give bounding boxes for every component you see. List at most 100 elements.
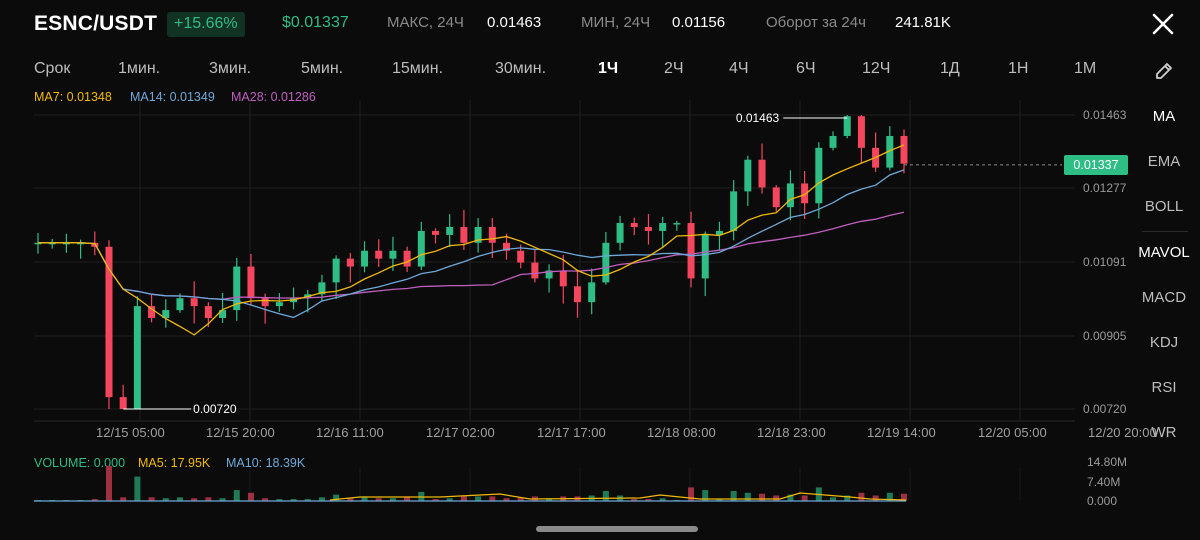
volume-bar xyxy=(901,493,907,501)
home-indicator[interactable] xyxy=(536,526,698,532)
volume-bar xyxy=(801,495,808,501)
pencil-icon[interactable] xyxy=(1153,60,1175,82)
volume-bar xyxy=(645,499,652,501)
candle-body xyxy=(403,250,411,267)
trading-pair[interactable]: ESNC/USDT xyxy=(34,12,158,35)
indicator-ema[interactable]: EMA xyxy=(1147,153,1181,170)
time-tick-label: 12/17 17:00 xyxy=(537,425,606,440)
volume-bar xyxy=(517,497,524,501)
candle-body xyxy=(673,223,681,225)
tab-1min[interactable]: 1мин. xyxy=(118,60,161,77)
candle-body xyxy=(588,282,596,303)
candle-body xyxy=(375,250,383,259)
indicator-kdj[interactable]: KDJ xyxy=(1149,334,1179,351)
volume-bar xyxy=(247,492,254,501)
indicator-wr[interactable]: WR xyxy=(1151,424,1177,441)
price-annotations: 0.01463 0.00720 xyxy=(123,111,848,416)
volume-bar xyxy=(176,497,183,501)
tab-5min[interactable]: 5мин. xyxy=(301,60,344,77)
volume-bars xyxy=(35,465,907,501)
volume-bar xyxy=(333,494,340,501)
time-tick-label: 12/19 14:00 xyxy=(867,425,936,440)
indicator-macd[interactable]: MACD xyxy=(1141,289,1187,306)
candle-body xyxy=(417,230,425,267)
candle-body xyxy=(346,258,354,267)
tab-2h[interactable]: 2Ч xyxy=(664,60,684,77)
candle-body xyxy=(815,147,823,204)
price-tick-label: 0.01091 xyxy=(1083,255,1127,269)
candle-body xyxy=(630,223,638,227)
volume-bar xyxy=(759,493,766,501)
high-marker-label: 0.01463 xyxy=(736,111,780,125)
candle-body xyxy=(432,230,440,235)
ma14-legend: MA14: 0.01349 xyxy=(130,90,215,104)
timeframe-label: Срок xyxy=(34,60,71,77)
tab-6h[interactable]: 6Ч xyxy=(796,60,816,77)
close-icon[interactable] xyxy=(1150,11,1176,37)
tab-15min[interactable]: 15мин. xyxy=(392,60,444,77)
volume-ma5-legend: MA5: 17.95K xyxy=(138,456,211,470)
candle-body xyxy=(573,286,581,303)
candle-body xyxy=(502,242,510,251)
tab-1m[interactable]: 1М xyxy=(1074,60,1097,77)
volume-bar xyxy=(546,498,553,501)
time-tick-label: 12/16 11:00 xyxy=(316,425,384,440)
indicator-rsi[interactable]: RSI xyxy=(1151,379,1177,396)
tab-30min[interactable]: 30мин. xyxy=(495,60,547,77)
change-badge: +15.66% xyxy=(167,12,245,37)
tab-1w[interactable]: 1Н xyxy=(1008,60,1029,77)
ma28-legend: MA28: 0.01286 xyxy=(231,90,316,104)
volume-bar xyxy=(375,498,382,501)
volume-bar xyxy=(475,496,482,501)
indicator-divider xyxy=(1142,231,1188,232)
volume-ma10-legend: MA10: 18.39K xyxy=(226,456,306,470)
indicator-ma[interactable]: MA xyxy=(1152,108,1176,125)
volume-bar xyxy=(219,498,226,501)
tab-4h[interactable]: 4Ч xyxy=(729,60,749,77)
candle-body xyxy=(332,258,340,283)
candle-body xyxy=(133,306,141,409)
candlesticks xyxy=(34,115,908,409)
indicator-mavol[interactable]: MAVOL xyxy=(1138,244,1190,261)
tab-1h[interactable]: 1Ч xyxy=(598,60,619,77)
candle-body xyxy=(801,183,809,204)
volume-bar xyxy=(276,499,283,501)
volume-bar xyxy=(389,498,396,501)
candle-body xyxy=(886,135,894,168)
volume-bar xyxy=(91,499,98,501)
candle-body xyxy=(34,242,42,245)
tab-12h[interactable]: 12Ч xyxy=(862,60,891,77)
chart-grid xyxy=(34,100,1075,500)
volume-bar xyxy=(688,487,695,501)
candle-body xyxy=(857,116,865,148)
candle-body xyxy=(829,135,837,148)
volume-bar xyxy=(716,499,723,501)
volume-bar xyxy=(872,495,879,501)
chart-axes: 0.01463 0.01277 0.01091 0.00905 0.00720 12/15… xyxy=(96,108,1157,508)
price-tick-label: 0.00720 xyxy=(1083,402,1127,416)
candle-body xyxy=(119,397,127,409)
candle-body xyxy=(531,262,539,279)
tab-1d[interactable]: 1Д xyxy=(940,60,960,77)
candle-body xyxy=(77,242,85,245)
volume-bar xyxy=(830,497,837,501)
low-marker-label: 0.00720 xyxy=(193,402,237,416)
time-tick-label: 12/15 05:00 xyxy=(96,425,165,440)
indicator-boll[interactable]: BOLL xyxy=(1144,198,1184,215)
volume-bar xyxy=(631,499,638,501)
candle-body xyxy=(602,242,610,283)
volume-bar xyxy=(233,490,240,501)
volume-bar xyxy=(134,476,141,501)
candle-body xyxy=(758,159,766,188)
volume-bar xyxy=(304,499,311,501)
candle-body xyxy=(488,226,496,243)
candle-body xyxy=(659,223,667,231)
price-tick-label: 0.01463 xyxy=(1083,108,1127,122)
candle-body xyxy=(644,226,652,231)
candle-body xyxy=(204,306,212,318)
price-tick-label: 0.01277 xyxy=(1083,181,1127,195)
tab-3min[interactable]: 3мин. xyxy=(209,60,252,77)
candle-body xyxy=(162,310,170,318)
candle-body xyxy=(62,242,70,245)
